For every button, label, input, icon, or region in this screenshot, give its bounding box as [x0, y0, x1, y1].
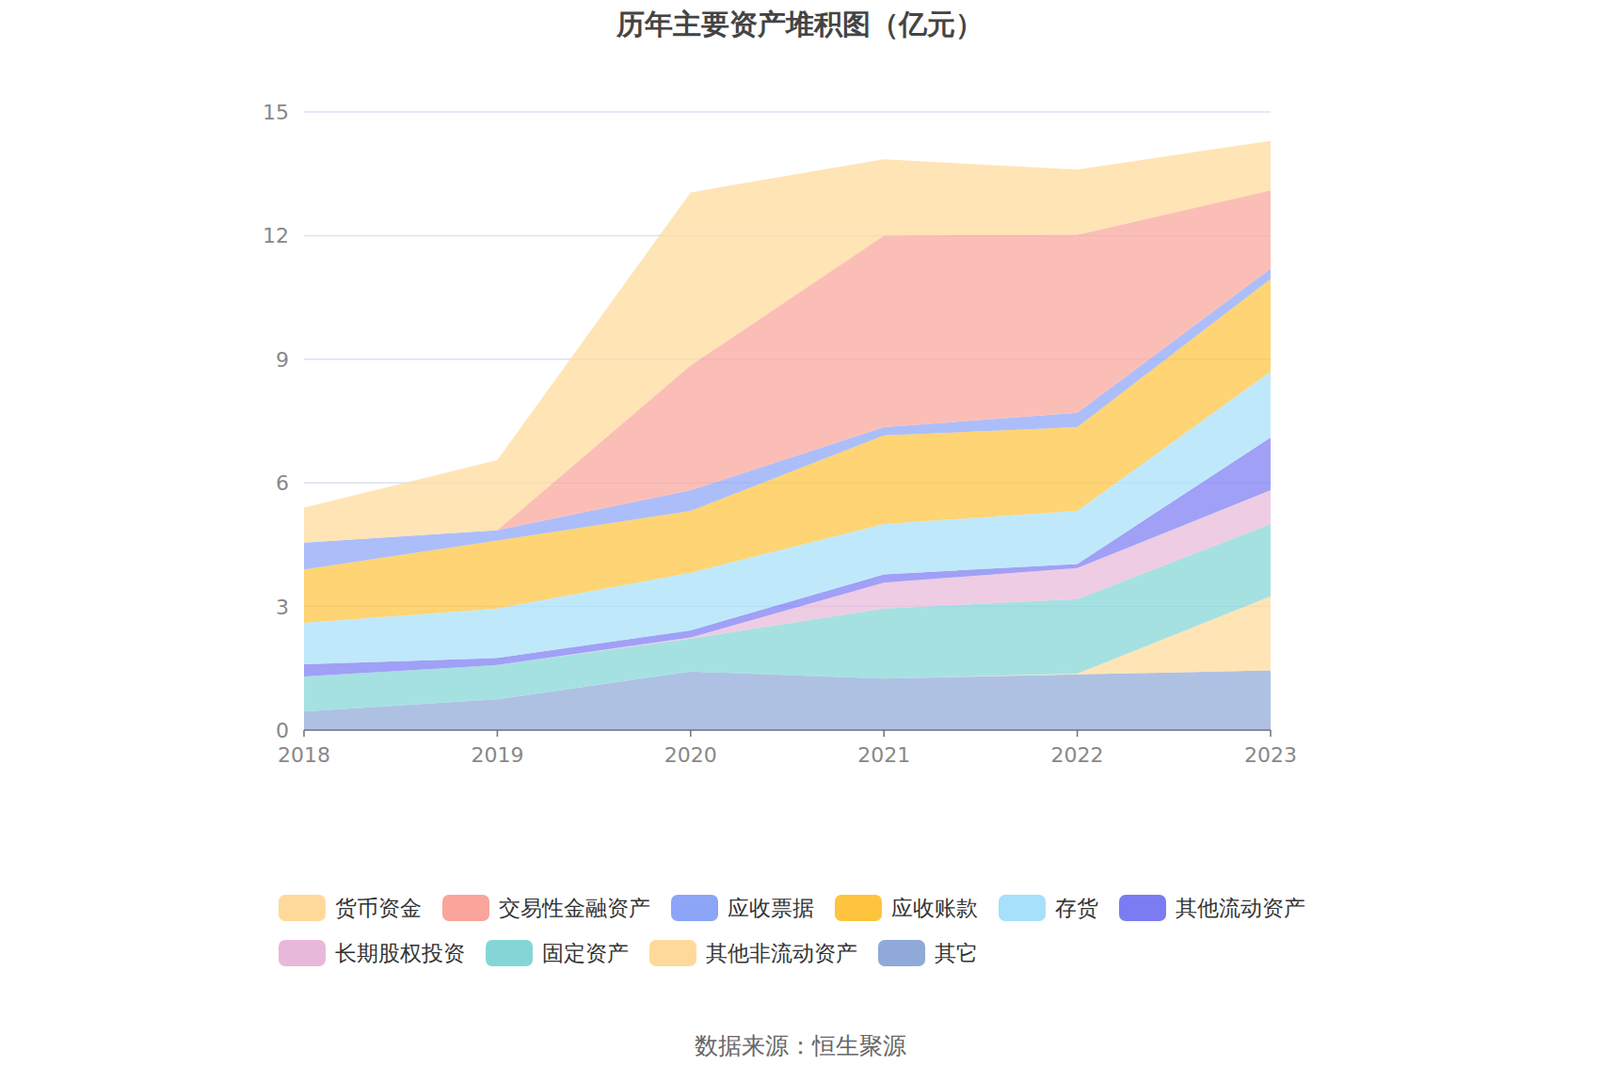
legend-swatch — [442, 895, 490, 922]
legend-label: 应收账款 — [891, 896, 978, 921]
legend-label: 固定资产 — [542, 941, 629, 966]
legend-label: 存货 — [1055, 896, 1099, 921]
legend-item: 存货 — [998, 895, 1099, 922]
legend-swatch — [278, 940, 326, 967]
legend-swatch — [649, 940, 697, 967]
y-tick-label: 6 — [275, 471, 289, 496]
area — [304, 141, 1271, 544]
legend-swatch — [878, 940, 926, 967]
legend-swatch — [998, 895, 1046, 922]
legend-label: 应收票据 — [727, 896, 815, 921]
x-tick — [496, 730, 499, 737]
x-tick — [1076, 730, 1079, 737]
legend-label: 交易性金融资产 — [498, 896, 651, 921]
y-tick-label: 0 — [275, 719, 289, 743]
legend-swatch — [834, 895, 882, 922]
y-tick-label: 9 — [275, 348, 289, 372]
legend-item: 其他非流动资产 — [649, 940, 858, 967]
legend-swatch — [671, 895, 719, 922]
legend-label: 其它 — [934, 941, 978, 966]
x-tick — [303, 730, 305, 737]
x-tick — [1269, 730, 1272, 737]
x-tick-label: 2018 — [277, 743, 331, 768]
legend-item: 其它 — [878, 940, 978, 967]
x-tick — [689, 730, 692, 737]
x-tick-label: 2021 — [857, 743, 911, 768]
title: 历年主要资产堆积图（亿元） — [615, 7, 984, 41]
legend-label: 货币资金 — [335, 896, 422, 921]
legend-item: 固定资产 — [485, 940, 629, 967]
x-tick-label: 2020 — [664, 743, 718, 768]
legend-item: 交易性金融资产 — [442, 895, 651, 922]
y-tick-label: 15 — [262, 100, 289, 125]
legend-label: 其他非流动资产 — [705, 941, 858, 966]
legend-label: 长期股权投资 — [335, 941, 465, 966]
x-tick — [882, 730, 885, 737]
source: 数据来源：恒生聚源 — [694, 1032, 907, 1060]
x-tick-label: 2023 — [1244, 743, 1297, 768]
x-axis — [304, 729, 1271, 732]
legend-item: 长期股权投资 — [278, 940, 465, 967]
legend-swatch — [278, 895, 326, 922]
legend-label: 其他流动资产 — [1175, 896, 1306, 921]
legend-swatch — [485, 940, 533, 967]
y-tick-label: 12 — [262, 224, 289, 248]
x-tick-label: 2019 — [470, 743, 524, 768]
legend-item: 应收账款 — [834, 895, 978, 922]
x-tick-label: 2022 — [1051, 743, 1104, 768]
legend-item: 其他流动资产 — [1119, 895, 1306, 922]
y-tick-label: 3 — [275, 595, 289, 620]
grid-line — [304, 111, 1271, 113]
legend-item: 货币资金 — [278, 895, 422, 922]
legend-swatch — [1119, 895, 1167, 922]
chart: 历年主要资产堆积图（亿元） 0 3 6 9 12 15 2018 2019 2020 2021 202… — [0, 0, 1600, 1082]
legend-item: 应收票据 — [671, 895, 815, 922]
